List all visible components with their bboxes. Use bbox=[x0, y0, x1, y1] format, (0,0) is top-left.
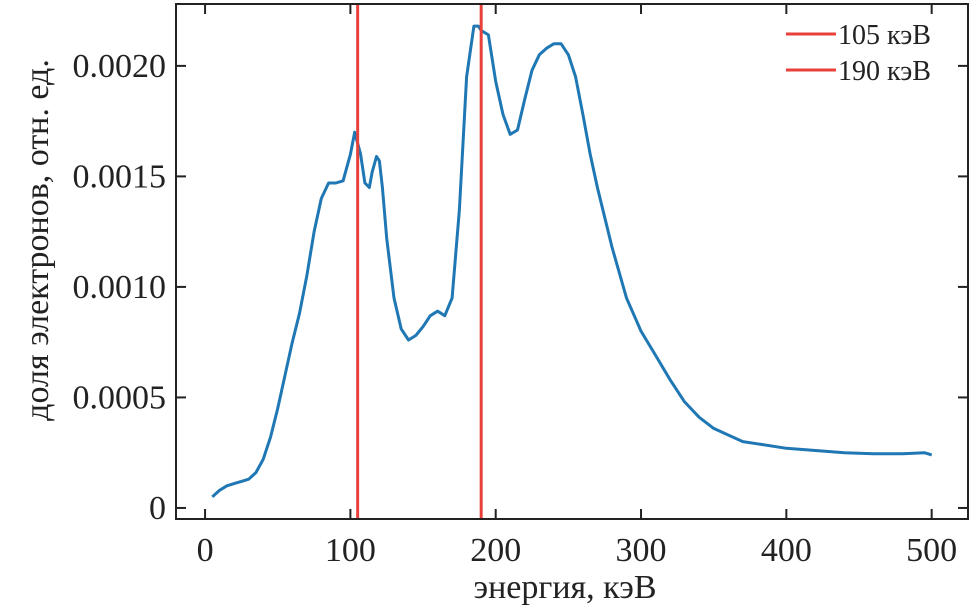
y-tick-label: 0.0005 bbox=[73, 379, 167, 416]
plot-area bbox=[211, 4, 933, 519]
axes: 0 100 200 300 400 500 0 0.0005 0.0010 0.0015 0.002… bbox=[73, 3, 969, 569]
x-tick-label: 500 bbox=[906, 532, 957, 569]
y-tick-label: 0 bbox=[149, 490, 166, 527]
x-tick-label: 200 bbox=[470, 532, 521, 569]
plot-frame bbox=[175, 3, 969, 520]
x-tick-label: 0 bbox=[197, 532, 214, 569]
legend: 105 кэВ 190 кэВ bbox=[786, 20, 931, 87]
x-tick-label: 400 bbox=[761, 532, 812, 569]
x-tick-label: 300 bbox=[616, 532, 667, 569]
y-tick-label: 0.0010 bbox=[73, 269, 167, 306]
x-tick-label: 100 bbox=[325, 532, 376, 569]
legend-label-1: 190 кэВ bbox=[838, 56, 931, 87]
y-axis-label: доля электронов, отн. ед. bbox=[19, 59, 56, 421]
legend-label-0: 105 кэВ bbox=[838, 20, 931, 51]
x-axis-label: энергия, кэВ bbox=[474, 569, 657, 606]
y-tick-label: 0.0020 bbox=[73, 48, 167, 85]
y-tick-label: 0.0015 bbox=[73, 158, 167, 195]
series-line-0 bbox=[211, 24, 933, 499]
